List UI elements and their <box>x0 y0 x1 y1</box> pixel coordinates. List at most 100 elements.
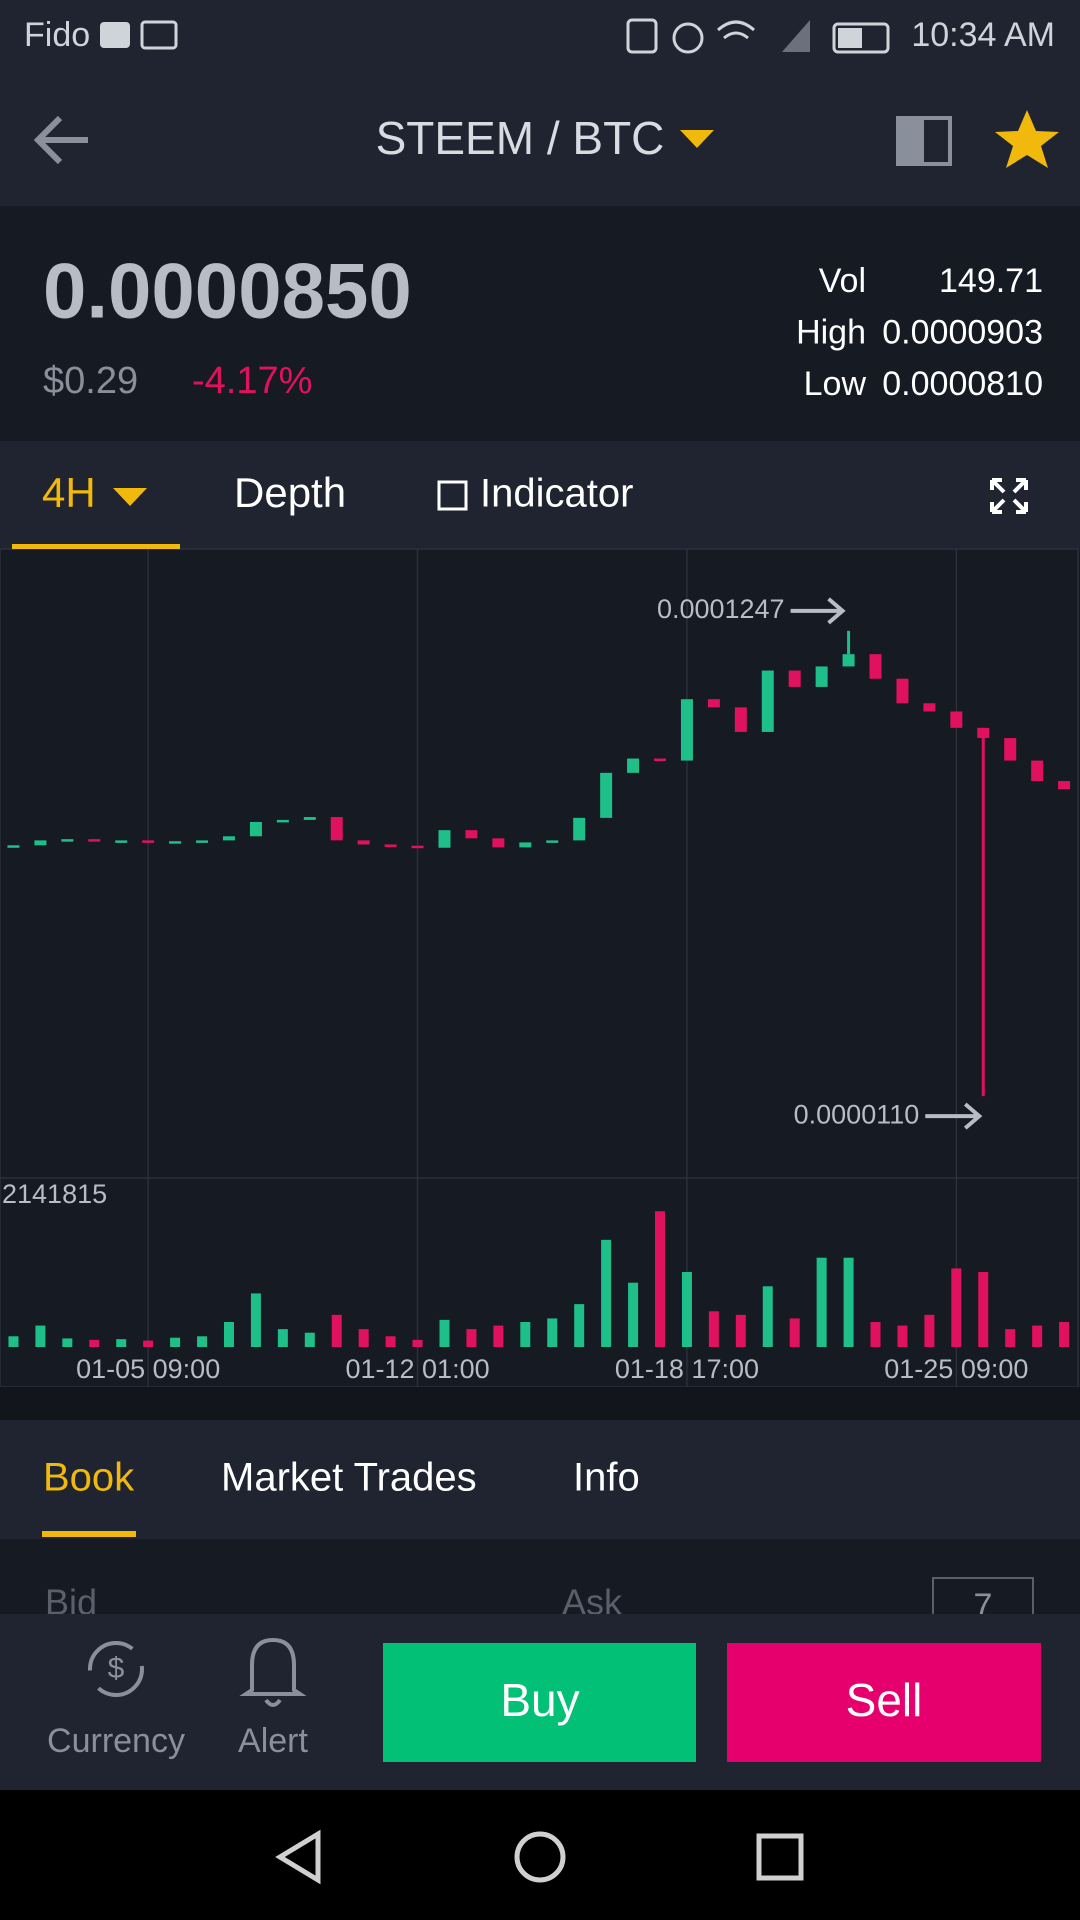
candle <box>330 817 343 841</box>
book-tabs-bar <box>0 1420 1080 1539</box>
wifi-icon <box>717 20 755 40</box>
battery-level <box>838 28 862 48</box>
volume-bar <box>35 1325 46 1347</box>
candle <box>115 840 128 843</box>
candle <box>61 839 74 842</box>
chart-tabs-bar <box>0 441 1080 549</box>
tab-underline <box>12 544 180 549</box>
candle <box>627 758 640 773</box>
chart-area <box>0 548 1079 1388</box>
alert-icon[interactable] <box>239 1637 307 1707</box>
stat-value: 0.0000903 <box>882 313 1043 351</box>
volume-bar <box>116 1339 127 1347</box>
interval-tab[interactable]: 4H <box>42 469 96 516</box>
volume-bar <box>681 1271 692 1347</box>
volume-bar <box>62 1338 73 1347</box>
candle <box>465 830 478 839</box>
market-trades-tab[interactable]: Market Trades <box>221 1456 477 1500</box>
volume-bar <box>574 1304 585 1347</box>
candle <box>34 840 47 846</box>
volume-bar <box>1005 1329 1016 1347</box>
sell-button[interactable] <box>727 1643 1041 1762</box>
candle <box>492 838 505 848</box>
candle <box>249 821 262 837</box>
sell-label[interactable]: Sell <box>846 1674 923 1726</box>
volume-bar <box>735 1314 746 1347</box>
volume-bar <box>924 1314 935 1347</box>
volume-bar <box>493 1325 504 1347</box>
candle <box>600 772 613 818</box>
stat-label: High <box>796 313 866 351</box>
info-tab[interactable]: Info <box>573 1456 640 1500</box>
high-arrow <box>790 597 846 625</box>
volume-bar <box>8 1336 19 1347</box>
hd-icon <box>100 22 130 48</box>
price-change: -4.17% <box>192 360 312 402</box>
stat-value: 0.0000810 <box>882 365 1043 403</box>
candle <box>1031 760 1044 782</box>
interval-dropdown-icon[interactable] <box>113 488 147 506</box>
nav-back[interactable] <box>275 1829 321 1885</box>
volume-bar <box>789 1318 800 1347</box>
candle <box>357 840 370 845</box>
pair-title[interactable]: STEEM / BTC <box>376 112 665 164</box>
buy-label[interactable]: Buy <box>500 1674 579 1726</box>
favorite-button[interactable] <box>995 110 1059 168</box>
low-arrow <box>925 1102 983 1130</box>
buy-button[interactable] <box>383 1643 696 1762</box>
fiat-price: $0.29 <box>43 360 138 402</box>
volume-bar <box>978 1271 989 1347</box>
volume-bar <box>385 1336 396 1347</box>
candle <box>276 819 289 823</box>
book-panel <box>0 1539 1080 1614</box>
candle <box>169 841 182 844</box>
stat-label: Vol <box>819 262 866 300</box>
nav-home[interactable] <box>514 1831 566 1883</box>
candle <box>573 817 586 841</box>
book-tab[interactable]: Book <box>43 1456 135 1500</box>
candle <box>734 707 747 732</box>
candle <box>815 666 828 687</box>
nav-recent[interactable] <box>756 1833 804 1881</box>
candle <box>869 654 882 679</box>
candle <box>222 836 235 841</box>
volume-bar <box>89 1339 100 1347</box>
last-price: 0.0000850 <box>43 247 412 335</box>
currency-icon[interactable] <box>88 1641 144 1697</box>
volume-bar <box>897 1325 908 1347</box>
fullscreen-button[interactable] <box>990 478 1028 514</box>
indicator-tab[interactable]: Indicator <box>480 472 633 516</box>
pair-dropdown-icon[interactable] <box>680 130 714 148</box>
x-tick-label: 01-05 09:00 <box>76 1354 220 1384</box>
compare-fill <box>898 118 924 164</box>
volume-bar <box>170 1337 181 1347</box>
stat-value: 149.71 <box>939 262 1043 300</box>
x-tick-label: 01-25 09:00 <box>884 1354 1028 1384</box>
candle <box>88 839 101 842</box>
top-bar <box>0 0 1080 206</box>
candle <box>142 840 155 843</box>
candle <box>411 845 424 849</box>
candle <box>680 699 693 761</box>
stats: Vol 149.71 High 0.0000903 Low 0.0000810 <box>796 262 1043 403</box>
volume-bar <box>250 1293 261 1347</box>
volume-bar <box>412 1339 423 1347</box>
depth-tab[interactable]: Depth <box>234 469 346 516</box>
volume-bar <box>304 1332 315 1347</box>
back-button[interactable] <box>33 115 88 165</box>
mail-icon <box>140 20 178 50</box>
candle <box>196 840 209 843</box>
signal-icon <box>782 20 810 52</box>
candle <box>761 670 774 732</box>
ticker-panel <box>0 206 1080 441</box>
low-label: 0.0000110 <box>794 1099 920 1129</box>
currency-button[interactable]: Currency <box>47 1722 185 1760</box>
candle <box>923 703 936 712</box>
candle <box>303 817 316 820</box>
candle <box>896 678 909 704</box>
candle <box>654 758 667 762</box>
alarm-icon <box>672 22 704 54</box>
candle <box>788 670 801 687</box>
alert-button[interactable]: Alert <box>238 1722 308 1760</box>
